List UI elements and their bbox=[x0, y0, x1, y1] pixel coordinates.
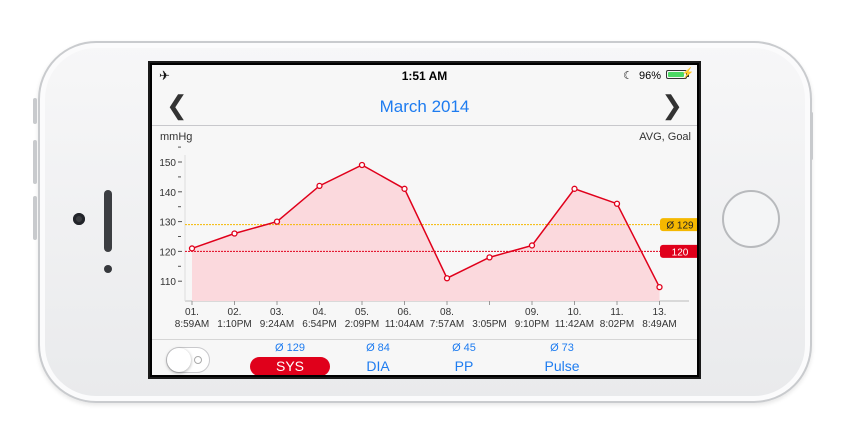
data-point bbox=[316, 182, 323, 189]
y-tick-label: 150 bbox=[159, 158, 176, 169]
tab-label: Pulse bbox=[544, 358, 580, 374]
data-point bbox=[613, 200, 621, 207]
x-tick-day: 02. bbox=[228, 307, 242, 318]
data-point bbox=[656, 284, 663, 291]
x-tick-day: 11. bbox=[610, 307, 623, 318]
status-time: 1:51 AM bbox=[401, 69, 448, 83]
data-point bbox=[571, 185, 578, 192]
y-tick-label: 140 bbox=[159, 188, 176, 199]
tab-average: Ø 129 bbox=[275, 342, 305, 354]
airplane-icon: ✈ bbox=[159, 68, 170, 83]
series-area bbox=[192, 164, 660, 301]
earpiece-speaker bbox=[104, 190, 112, 252]
x-tick-time: 1:10PM bbox=[217, 319, 251, 330]
goal-badge bbox=[660, 244, 697, 258]
x-tick-day: 09. bbox=[525, 307, 539, 318]
x-tick-day: 08. bbox=[440, 307, 454, 318]
app-view: ✈ 1:51 AM ☾ 96% ⚡ ❮ March 2014 ❯ mmHg AV… bbox=[152, 65, 697, 375]
data-point bbox=[231, 230, 238, 237]
y-tick-label: 110 bbox=[160, 277, 176, 288]
x-tick-time: 9:24AM bbox=[260, 319, 294, 330]
tab-dia[interactable]: Ø 84 DIA bbox=[338, 342, 418, 375]
tab-average: Ø 84 bbox=[366, 342, 390, 354]
x-tick-time: 8:59AM bbox=[175, 319, 209, 330]
data-point bbox=[486, 254, 493, 261]
bolt-icon: ⚡ bbox=[681, 68, 694, 79]
phone-screen: ✈ 1:51 AM ☾ 96% ⚡ ❮ March 2014 ❯ mmHg AV… bbox=[148, 61, 701, 379]
volume-down-button bbox=[33, 196, 37, 240]
chevron-right-icon[interactable]: ❯ bbox=[661, 90, 683, 120]
x-tick-time: 9:10PM bbox=[515, 319, 549, 330]
chart-legend-label: AVG, Goal bbox=[639, 131, 691, 143]
moon-icon: ☾ bbox=[623, 70, 633, 82]
x-tick-day: 04. bbox=[313, 307, 327, 318]
x-tick-day: 06. bbox=[398, 307, 412, 318]
x-tick-time: 8:49AM bbox=[642, 319, 676, 330]
series-line bbox=[191, 164, 661, 288]
data-point bbox=[528, 242, 536, 249]
y-tick-label: 130 bbox=[159, 218, 176, 229]
view-toggle[interactable] bbox=[166, 347, 210, 373]
proximity-sensor bbox=[104, 265, 112, 273]
data-point bbox=[443, 275, 451, 282]
y-tick-label: 120 bbox=[159, 247, 176, 258]
data-point bbox=[188, 245, 196, 252]
volume-up-button bbox=[33, 140, 37, 184]
x-tick-day: 03. bbox=[270, 307, 284, 318]
nav-bar: ❮ March 2014 ❯ bbox=[152, 87, 697, 126]
x-tick-time: 6:54PM bbox=[302, 319, 336, 330]
mute-switch bbox=[33, 98, 37, 124]
battery-icon bbox=[666, 70, 689, 79]
toggle-off-indicator bbox=[194, 356, 202, 364]
x-tick-time: 8:02PM bbox=[600, 319, 634, 330]
tab-sys[interactable]: Ø 129 SYS bbox=[250, 342, 330, 375]
tab-bar: Ø 129 SYS Ø 84 DIA Ø 45 PP Ø 73 Pulse bbox=[152, 339, 697, 375]
x-tick-time: 11:04AM bbox=[385, 319, 424, 330]
x-tick-time: 2:09PM bbox=[345, 319, 379, 330]
x-tick-time: 7:57AM bbox=[430, 319, 464, 330]
battery-percent: 96% bbox=[638, 70, 661, 82]
x-tick-day: 05. bbox=[355, 307, 369, 318]
data-point bbox=[401, 185, 408, 192]
average-badge-label: Ø 129 bbox=[666, 221, 694, 232]
page-title: March 2014 bbox=[379, 97, 470, 116]
tab-label: SYS bbox=[250, 357, 330, 375]
tab-pp[interactable]: Ø 45 PP bbox=[424, 342, 504, 375]
tab-label: PP bbox=[454, 358, 474, 374]
data-point bbox=[273, 218, 281, 225]
y-axis-unit: mmHg bbox=[160, 131, 193, 143]
status-bar: ✈ 1:51 AM ☾ 96% ⚡ bbox=[152, 65, 697, 87]
tab-average: Ø 45 bbox=[452, 342, 476, 354]
x-tick-day: 13. bbox=[653, 307, 667, 318]
front-camera bbox=[73, 213, 85, 225]
average-badge bbox=[660, 218, 697, 232]
toggle-knob bbox=[167, 348, 191, 372]
tab-pulse[interactable]: Ø 73 Pulse bbox=[522, 342, 602, 375]
tab-average: Ø 73 bbox=[550, 342, 574, 354]
goal-badge-label: 120 bbox=[672, 247, 689, 258]
x-tick-day: 10. bbox=[568, 307, 582, 318]
x-tick-time: 11:42AM bbox=[555, 319, 594, 330]
tab-label: DIA bbox=[366, 358, 390, 374]
x-tick-time: 3:05PM bbox=[472, 319, 506, 330]
power-button bbox=[810, 112, 813, 160]
data-point bbox=[358, 161, 366, 169]
home-button[interactable] bbox=[722, 190, 780, 248]
chevron-left-icon[interactable]: ❮ bbox=[166, 90, 188, 120]
blood-pressure-chart: 110 120 130 140 150 01.8:59AM 02.1:10PM 03.9:24… bbox=[159, 146, 697, 330]
x-tick-day: 01. bbox=[185, 307, 199, 318]
